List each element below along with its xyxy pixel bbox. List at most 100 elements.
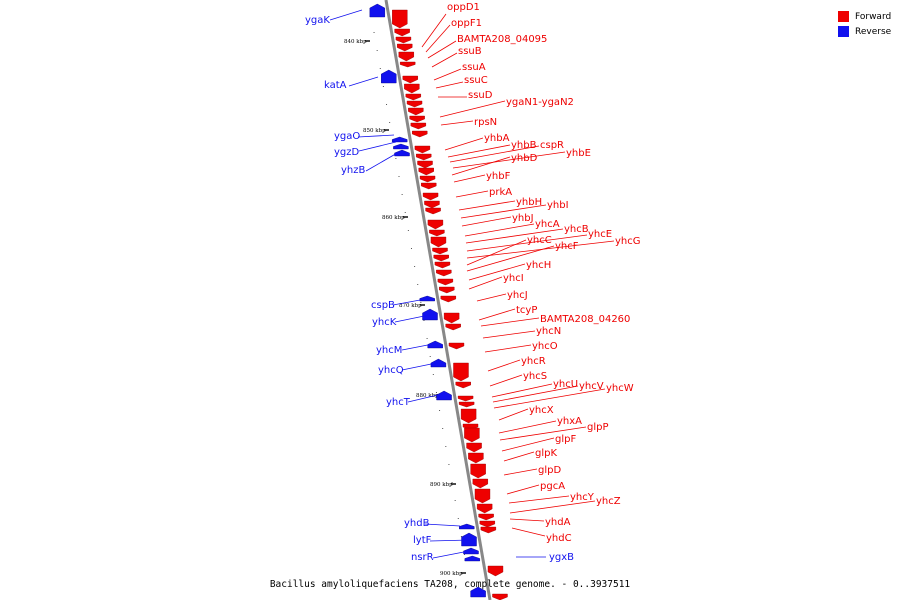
scale-dot	[464, 554, 466, 555]
gene-label-yhca: yhcA	[535, 219, 560, 230]
gene-label-yhce: yhcE	[588, 229, 612, 240]
scale-dot	[445, 446, 447, 447]
reverse-gene-block	[436, 390, 452, 401]
gene-label-yhdc: yhdC	[546, 533, 572, 544]
legend-reverse: Reverse	[838, 24, 891, 39]
leader-line	[482, 330, 536, 339]
forward-gene-block	[468, 452, 484, 464]
gene-label-yhbf: yhbF	[486, 171, 511, 182]
legend-forward: Forward	[838, 9, 891, 24]
scale-dots	[370, 14, 466, 555]
forward-gene-block	[417, 160, 433, 169]
leader-line	[401, 342, 439, 351]
leader-line	[358, 141, 397, 152]
gene-label-bamta208-04260: BAMTA208_04260	[540, 314, 630, 325]
forward-gene-block	[478, 513, 494, 521]
forward-gene-block	[409, 115, 425, 123]
gene-label-glpk: glpK	[535, 448, 557, 459]
forward-gene-block	[445, 323, 461, 331]
forward-gene-block	[429, 229, 445, 237]
reverse-gene-block	[381, 69, 397, 84]
leader-line	[506, 484, 540, 495]
gene-label-yhcf: yhcF	[555, 241, 579, 252]
scale-dot	[420, 302, 422, 303]
leader-line	[466, 245, 555, 272]
forward-gene-block	[425, 207, 441, 215]
scale-dot	[426, 338, 428, 339]
gene-label-tcyp: tcyP	[516, 305, 537, 316]
forward-gene-block	[453, 362, 469, 382]
reverse-gene-block	[430, 358, 447, 368]
gene-label-oppd1: oppD1	[447, 2, 480, 13]
leader-line	[449, 145, 540, 163]
gene-label-yhbi: yhbI	[547, 200, 569, 211]
gene-label-yhbj: yhbJ	[512, 213, 534, 224]
tick-label: 850 kbp	[363, 128, 386, 134]
scale-dot	[410, 248, 412, 249]
gene-label-glpp: glpP	[587, 422, 609, 433]
leader-line	[465, 228, 564, 244]
leader-line	[439, 100, 506, 118]
forward-gene-block	[472, 478, 489, 489]
gene-label-nsrr: nsrR	[411, 552, 434, 563]
leader-line	[452, 151, 566, 169]
gene-label-cspb: cspB	[371, 300, 395, 311]
leader-line	[458, 200, 516, 211]
scale-dot	[376, 50, 378, 51]
forward-gene-block	[412, 130, 428, 138]
forward-gene-block	[443, 312, 460, 324]
forward-gene-block	[434, 261, 451, 269]
leader-line	[476, 293, 507, 302]
reverse-gene-block	[459, 523, 475, 530]
gene-label-yhcq: yhcQ	[378, 365, 404, 376]
reverse-gene-block	[427, 340, 443, 349]
leader-line	[487, 359, 521, 372]
gene-label-yhck: yhcK	[372, 317, 397, 328]
scale-dot	[439, 410, 441, 411]
reverse-gene-block	[470, 586, 486, 598]
scale-dot	[398, 176, 400, 177]
leader-line	[447, 144, 511, 158]
gene-label-yhcx: yhcX	[529, 405, 554, 416]
reverse-gene-block	[391, 136, 408, 143]
leader-line	[460, 204, 547, 219]
leader-line	[503, 468, 538, 476]
leader-line	[492, 385, 579, 403]
gene-label-yhba: yhbA	[484, 133, 510, 144]
leader-line	[493, 388, 606, 409]
forward-gene-block	[474, 488, 491, 504]
gene-label-yhbe: yhbE	[566, 148, 591, 159]
gene-label-ssud: ssuD	[468, 90, 493, 101]
scale-dot	[432, 374, 434, 375]
tick-label: 870 kbp	[399, 303, 422, 309]
leader-line	[427, 40, 457, 59]
leader-line	[424, 523, 461, 527]
gene-label-yhcb: yhcB	[564, 224, 589, 235]
leader-line	[480, 317, 540, 327]
gene-label-yhcv: yhcV	[579, 381, 604, 392]
gene-label-ygak: ygaK	[305, 15, 330, 26]
scale-dot	[457, 518, 459, 519]
scale-dot	[417, 284, 419, 285]
gene-label-yhbh: yhbH	[516, 197, 542, 208]
tick-label: 880 kbp	[416, 393, 439, 399]
leader-line	[421, 13, 447, 48]
gene-label-pgca: pgcA	[540, 481, 565, 492]
leader-line	[509, 518, 545, 522]
leader-line	[466, 239, 527, 266]
tick-label: 860 kbp	[382, 215, 405, 221]
reverse-swatch	[838, 26, 849, 37]
forward-gene-block	[437, 278, 454, 286]
leader-line	[431, 52, 458, 68]
gene-label-yhdb: yhdB	[404, 518, 430, 529]
gene-label-yhcs: yhcS	[523, 371, 547, 382]
gene-label-glpf: glpF	[555, 434, 576, 445]
gene-label-ssua: ssuA	[462, 62, 486, 73]
leader-line	[491, 383, 553, 398]
forward-gene-block	[433, 254, 449, 262]
scale-dot	[448, 464, 450, 465]
leader-line	[432, 549, 475, 559]
forward-gene-block	[439, 286, 455, 294]
leader-line	[455, 190, 489, 198]
